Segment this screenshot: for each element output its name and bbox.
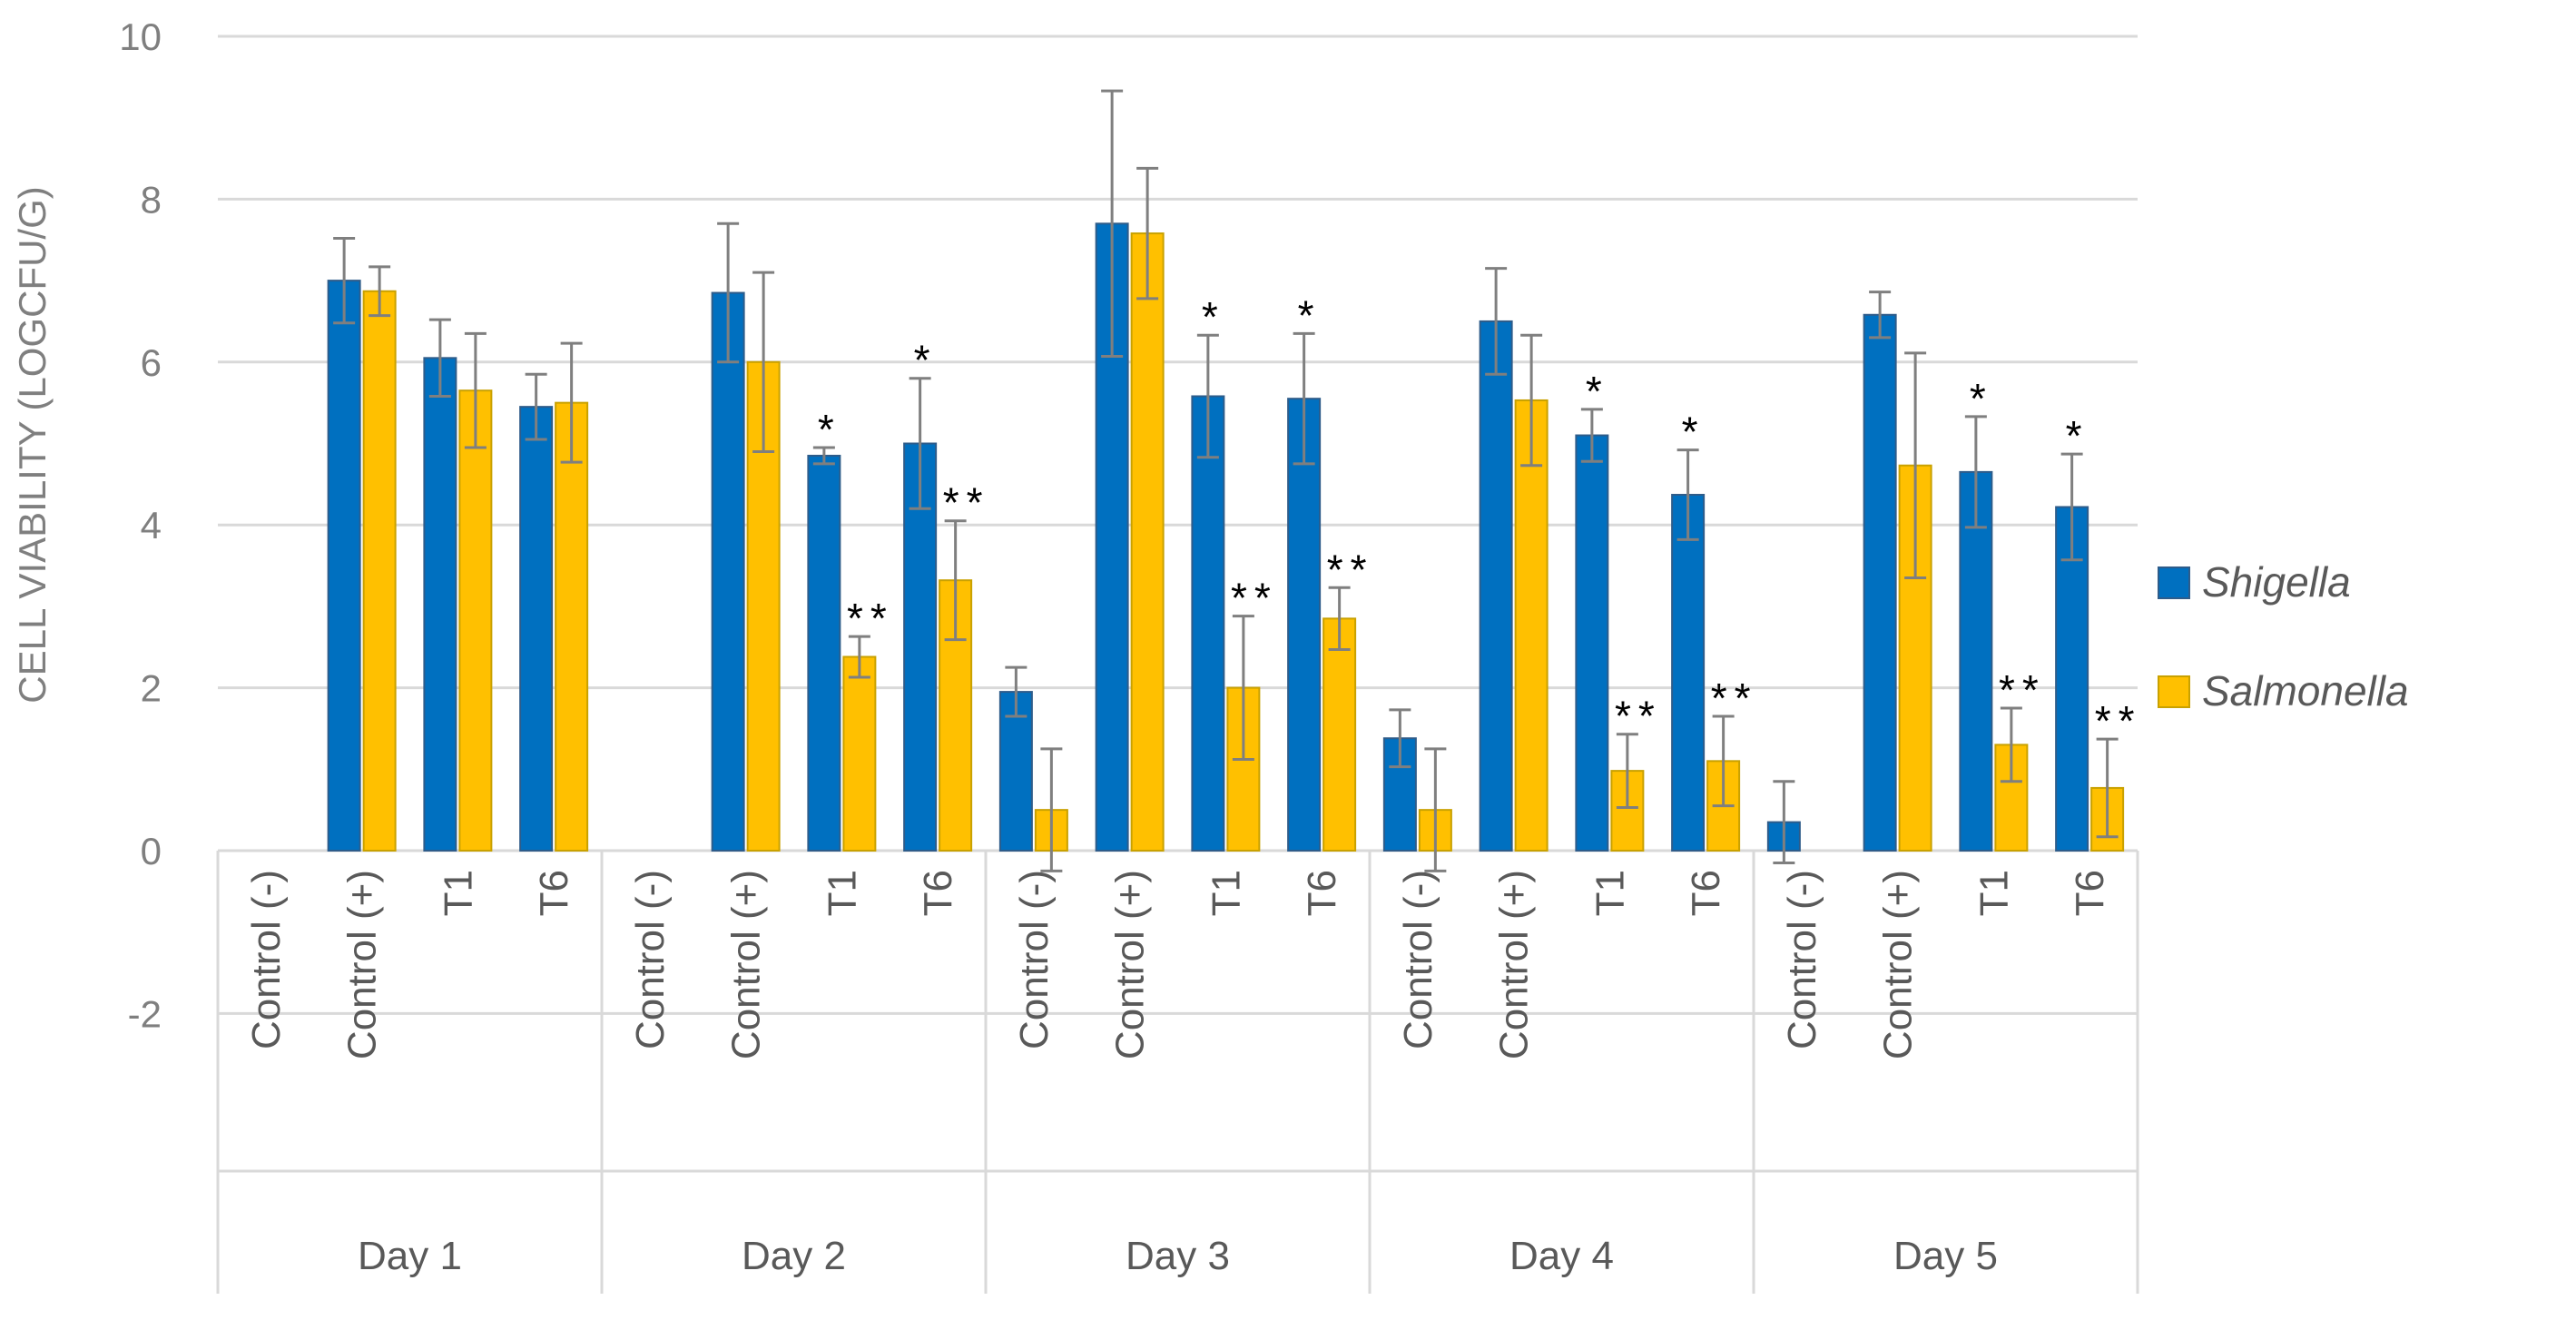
category-label: Control (-) [1780,870,1824,1049]
group-label: Day 5 [1893,1234,1998,1278]
y-tick-label: -2 [128,992,162,1035]
category-label: T1 [820,870,864,916]
category-label: T6 [1684,870,1728,916]
group-label: Day 2 [742,1234,846,1278]
shigella-bar [998,691,1033,852]
shigella-bar [519,406,554,852]
significance-marker: * [1970,375,1986,422]
category-label: Control (+) [1876,870,1921,1059]
significance-marker: * [1682,409,1698,456]
significance-marker: ** [943,479,990,527]
significance-annotations: ************************ [818,291,2142,744]
category-label: T6 [2068,870,2112,916]
group-label: Day 1 [358,1234,462,1278]
salmonella-bar [842,655,877,852]
shigella-bar [711,291,745,852]
category-label: Control (-) [1396,870,1440,1049]
group-label: Day 3 [1126,1234,1230,1278]
significance-marker: ** [1711,675,1758,722]
y-axis-title: CELL VIABILITY (LOGCFU/G) [11,186,54,703]
group-label: Day 4 [1509,1234,1614,1278]
category-label: T6 [916,870,960,916]
significance-marker: ** [847,595,894,642]
significance-marker: ** [1327,546,1374,593]
bars [327,222,2125,852]
legend: Shigella Salmonella [2158,558,2409,714]
shigella-bar [423,357,457,852]
shigella-bar [1863,313,1897,852]
shigella-bar [1287,398,1322,852]
y-tick-label: 4 [141,504,162,547]
shigella-bar [903,442,938,852]
gridlines [218,34,2138,1015]
salmonella-bar [458,389,493,852]
salmonella-bar [555,401,589,852]
category-label: Control (-) [244,870,289,1049]
category-label: Control (+) [1108,870,1153,1059]
error-bars [333,89,2119,872]
category-labels: Day 1 Control (-) Control (+) T1 T6 Day 2 Cont… [244,870,2112,1278]
category-label: T1 [436,870,480,916]
significance-marker: * [2066,412,2082,459]
y-tick-label: 6 [141,341,162,384]
salmonella-bar [362,290,397,852]
legend-swatch-shigella [2158,566,2190,599]
category-label: T1 [1204,870,1248,916]
category-label: Control (-) [1012,870,1057,1049]
y-tick-label: 8 [141,178,162,221]
shigella-bar [1575,434,1609,852]
significance-marker: ** [1615,693,1662,740]
shigella-bar [807,454,841,852]
salmonella-bar [1322,617,1357,852]
category-label: T1 [1971,870,2016,916]
shigella-bar [1959,470,1993,852]
category-label: Control (-) [628,870,673,1049]
category-label: T1 [1588,870,1632,916]
significance-marker: ** [2095,697,2142,744]
salmonella-bar [1514,399,1549,852]
legend-swatch-salmonella [2158,675,2190,708]
significance-marker: * [1586,368,1602,415]
shigella-bar [1479,320,1513,852]
legend-label-shigella: Shigella [2202,558,2351,606]
category-label: Control (+) [724,870,769,1059]
y-tick-label: 2 [141,667,162,710]
salmonella-bar [1130,232,1165,852]
category-label: T6 [532,870,576,916]
y-tick-label: 0 [141,830,162,872]
shigella-bar [2055,506,2089,852]
shigella-bar [1671,494,1706,852]
significance-marker: ** [1231,575,1278,622]
shigella-bar [1191,395,1225,852]
category-label: Control (+) [1492,870,1537,1059]
significance-marker: * [1202,293,1218,340]
y-tick-label: 10 [119,15,162,58]
shigella-bar [327,280,361,852]
category-label: Control (+) [340,870,385,1059]
category-label: T6 [1300,870,1344,916]
legend-label-salmonella: Salmonella [2202,667,2409,714]
significance-marker: * [914,337,930,384]
significance-marker: * [818,406,834,453]
significance-marker: * [1298,291,1314,339]
significance-marker: ** [1999,666,2046,714]
